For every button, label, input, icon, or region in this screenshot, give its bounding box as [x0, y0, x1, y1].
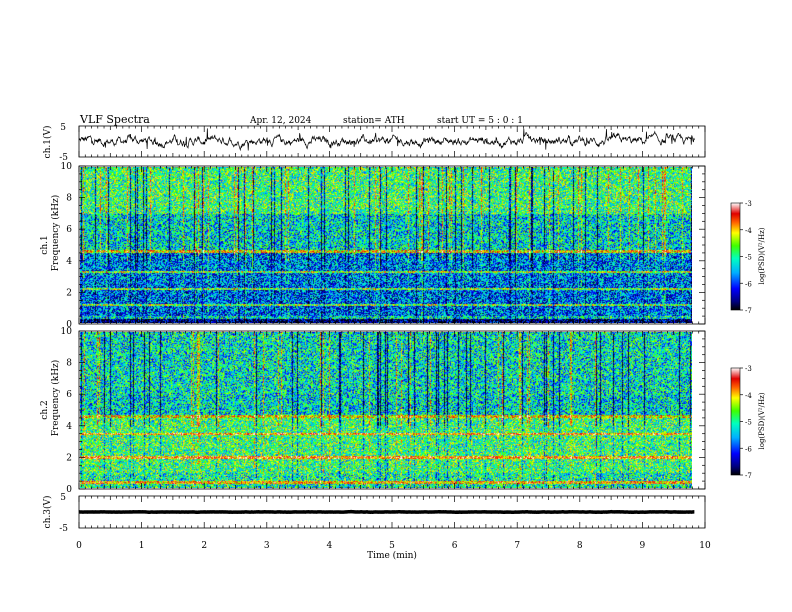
ch1-spectrogram-panel: 0 2 4 6 8 10 ch.1 Frequency (kHz) — [40, 162, 706, 330]
ch1-panel: 5 -5 ch.1(V) — [42, 123, 706, 163]
ch2-spec-yticks: 0 2 4 6 8 10 — [61, 327, 705, 495]
x-tick-label: 2 — [201, 541, 207, 551]
colorbar-tick-label: -5 — [745, 419, 752, 427]
y-tick-label: 8 — [66, 194, 72, 204]
ch1-xticks — [78, 126, 706, 157]
x-tick-label: 0 — [76, 541, 82, 551]
y-tick-label: 2 — [66, 288, 72, 298]
colorbar-tick-label: -3 — [745, 365, 752, 373]
ch1-ytick-bottom: -5 — [59, 153, 68, 163]
ch2-colorbar-label: log(PSD)(V²/Hz) — [758, 392, 766, 449]
ch2-spectrogram-image — [80, 332, 692, 488]
y-tick-label: 0 — [66, 320, 72, 330]
x-tick-label: 3 — [264, 541, 270, 551]
x-tick-labels: 0 1 2 3 4 5 6 7 8 9 10 — [76, 541, 711, 551]
y-tick-label: 4 — [66, 257, 72, 267]
colorbar-tick-label: -6 — [745, 280, 752, 288]
x-tick-label: 1 — [139, 541, 145, 551]
y-tick-label: 0 — [66, 485, 72, 495]
ch2-spec-ylabel-channel: ch.2 — [40, 400, 50, 419]
y-tick-label: 6 — [66, 225, 72, 235]
figure-title: VLF Spectra — [79, 113, 150, 126]
colorbar-tick-label: -4 — [745, 227, 752, 235]
ch2-spectrogram-panel: 0 2 4 6 8 10 ch.2 Frequency (kHz) — [40, 327, 706, 495]
ch3-ytick-bottom: -5 — [59, 524, 68, 534]
ch2-spec-ylabel-frequency: Frequency (kHz) — [50, 360, 61, 437]
ch1-colorbar-label: log(PSD)(V²/Hz) — [758, 227, 766, 284]
ch1-spec-xticks — [78, 166, 706, 324]
ch3-panel: 5 -5 ch.3(V) — [42, 493, 706, 534]
y-tick-label: 10 — [61, 327, 73, 337]
x-tick-label: 9 — [640, 541, 646, 551]
x-axis-label: Time (min) — [367, 550, 417, 561]
x-tick-label: 4 — [327, 541, 333, 551]
ch2-spec-xticks — [78, 331, 706, 489]
ch2-frequency-text: Frequency (kHz) — [50, 360, 61, 437]
date-label: Apr. 12, 2024 — [249, 116, 312, 126]
ch1-ytick-top: 5 — [60, 123, 66, 133]
x-tick-label: 6 — [452, 541, 458, 551]
y-tick-label: 8 — [66, 359, 72, 369]
y-tick-label: 6 — [66, 390, 72, 400]
ch3-ylabel: ch.3(V) — [42, 496, 53, 529]
ch1-spectrogram-image — [80, 167, 692, 323]
ch1-spec-ylabel-channel: ch.1 — [40, 235, 50, 254]
y-tick-label: 2 — [66, 453, 72, 463]
ch1-colorbar-ticks: -3 -4 -5 -6 -7 — [740, 200, 752, 315]
x-tick-label: 7 — [514, 541, 520, 551]
station-label: station= ATH — [343, 116, 405, 126]
x-tick-label: 5 — [389, 541, 395, 551]
ch1-channel-text: ch.1 — [40, 235, 50, 254]
y-tick-label: 4 — [66, 422, 72, 432]
ch1-frequency-text: Frequency (kHz) — [50, 195, 61, 272]
ch3-trace — [78, 509, 695, 515]
y-tick-label: 10 — [61, 162, 73, 172]
ch2-channel-text: ch.2 — [40, 400, 50, 419]
colorbar-tick-label: -5 — [745, 254, 752, 262]
ch2-colorbar-ticks: -3 -4 -5 -6 -7 — [740, 365, 752, 480]
ch1-spec-ylabel-frequency: Frequency (kHz) — [50, 195, 61, 272]
x-tick-label: 8 — [577, 541, 583, 551]
ch2-colorbar: -3 -4 -5 -6 -7 log(PSD)(V²/Hz) — [730, 365, 766, 480]
ch3-ytick-top: 5 — [60, 493, 66, 503]
ch1-trace — [78, 128, 695, 152]
ch1-colorbar: -3 -4 -5 -6 -7 log(PSD)(V²/Hz) — [730, 200, 766, 315]
colorbar-tick-label: -3 — [745, 200, 752, 208]
ch1-spec-yticks: 0 2 4 6 8 10 — [61, 162, 705, 330]
colorbar-tick-label: -4 — [745, 392, 752, 400]
x-tick-label: 10 — [699, 541, 711, 551]
colorbar-tick-label: -6 — [745, 445, 752, 453]
colorbar-tick-label: -7 — [745, 472, 752, 480]
colorbar-tick-label: -7 — [745, 307, 752, 315]
ch3-xticks — [78, 496, 706, 528]
start-time-label: start UT = 5 : 0 : 1 — [437, 116, 523, 126]
ch1-ylabel: ch.1(V) — [42, 126, 53, 159]
